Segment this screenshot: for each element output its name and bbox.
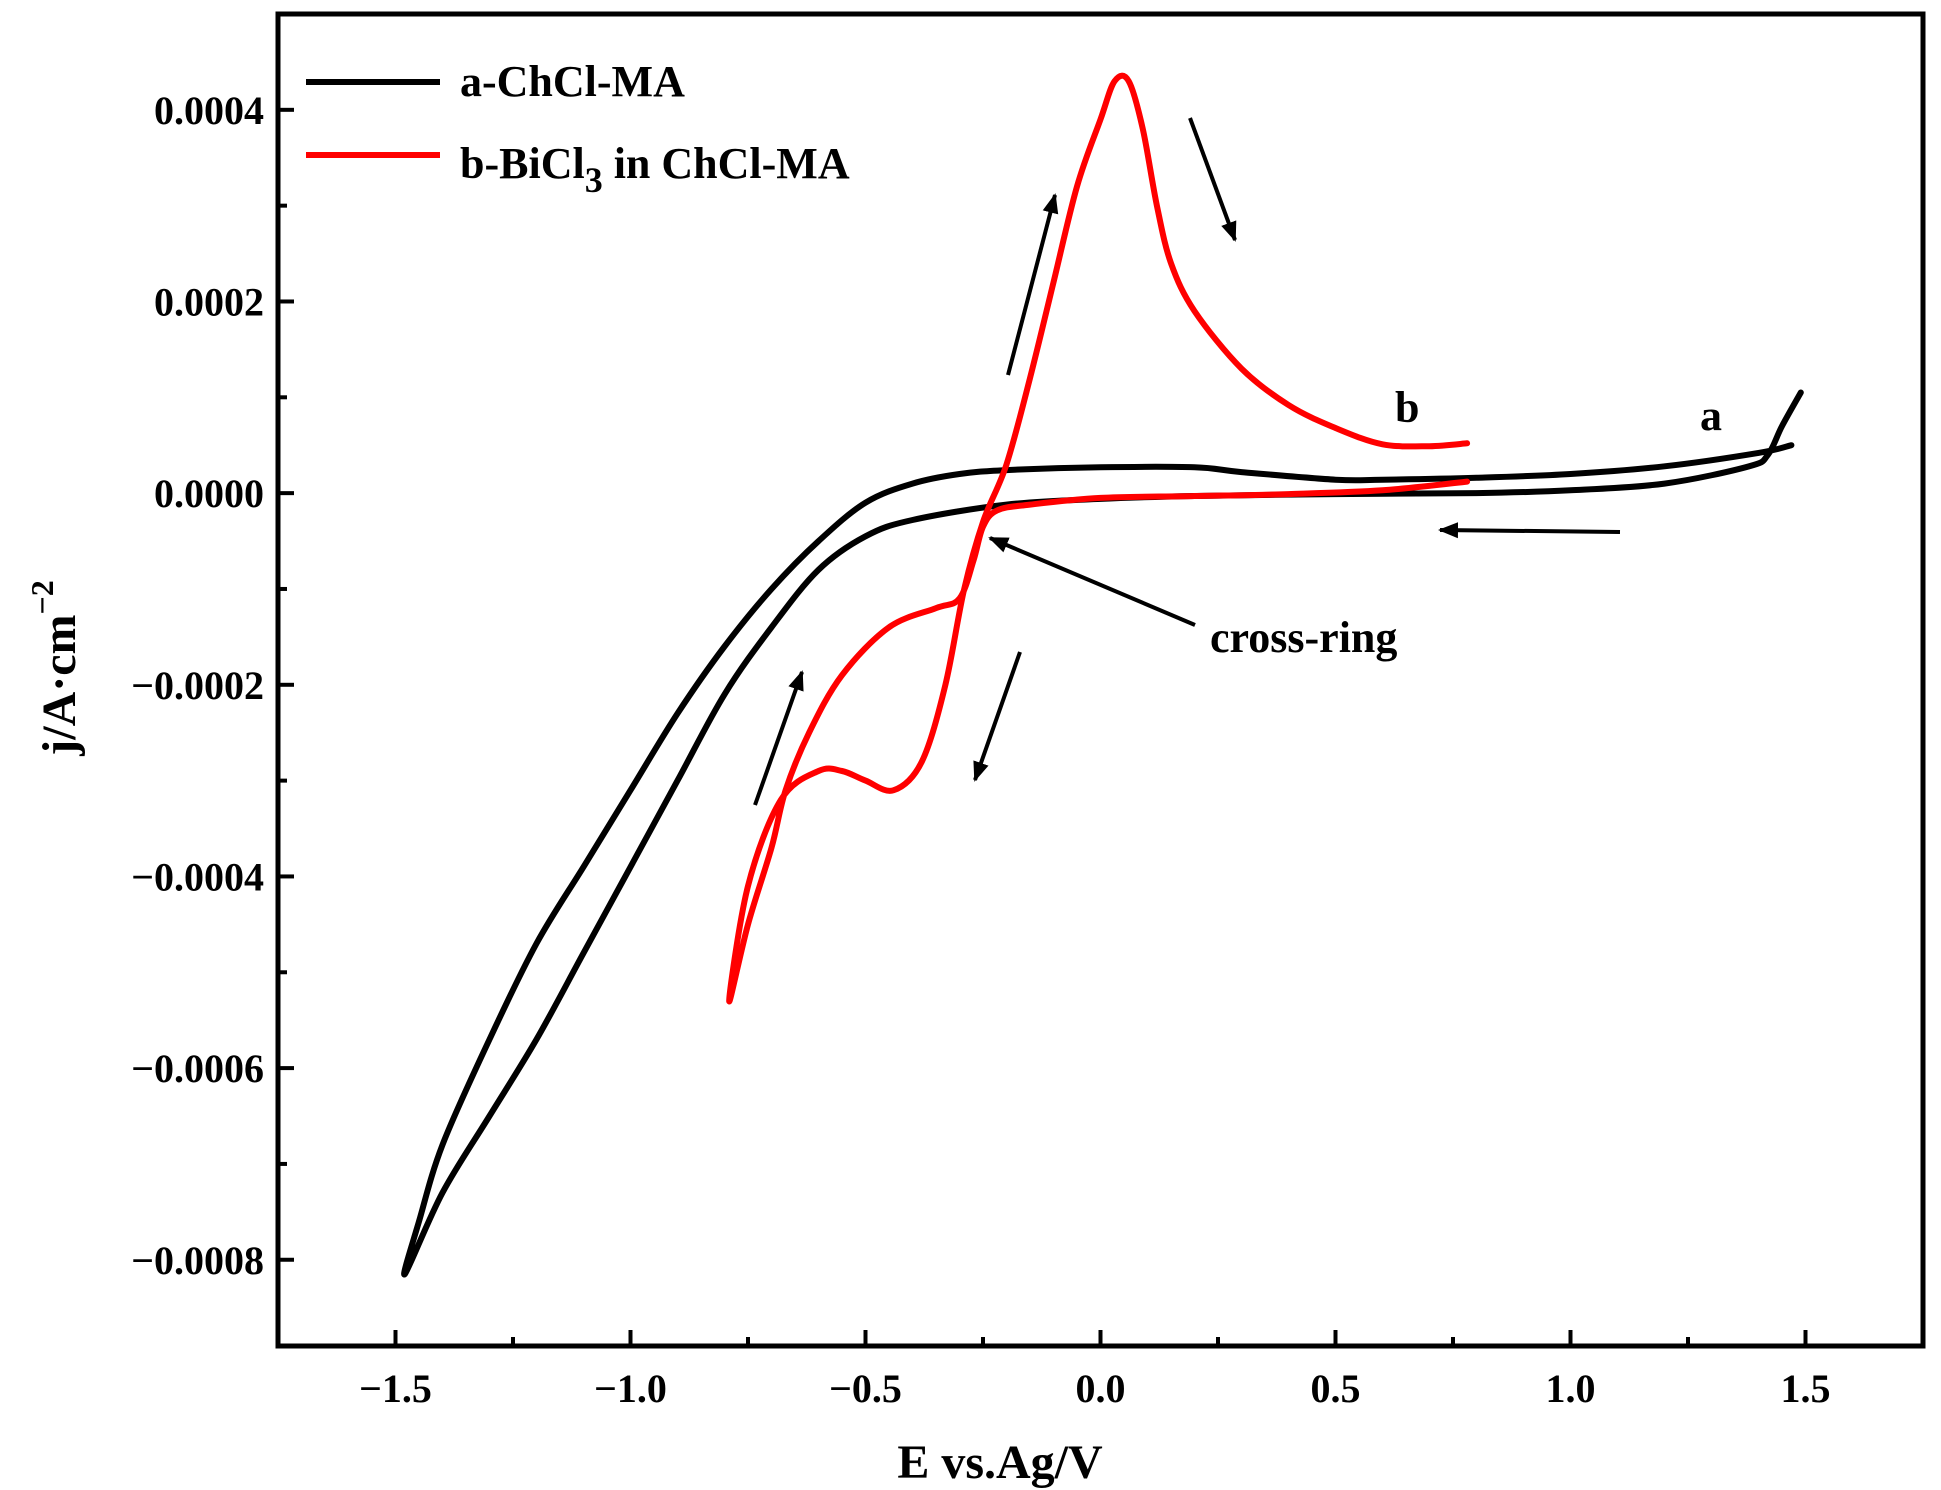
- x-tick-label: −0.5: [829, 1366, 902, 1411]
- y-tick-label: −0.0002: [131, 663, 264, 708]
- x-tick-label: 0.5: [1311, 1366, 1361, 1411]
- legend-label-b-rest: in ChCl-MA: [603, 139, 850, 188]
- x-axis-title: E vs.Ag/V: [897, 1436, 1103, 1489]
- arrow-icon: [1188, 117, 1237, 242]
- x-tick-label: 1.0: [1546, 1366, 1596, 1411]
- legend-label-b-main: b-BiCl: [460, 139, 585, 188]
- legend-label-b-sub: 3: [585, 160, 603, 200]
- y-tick-label: −0.0006: [131, 1046, 264, 1091]
- arrow-icon: [1438, 522, 1621, 539]
- series-line-b: [726, 72, 1471, 1005]
- y-tick-label: 0.0000: [154, 471, 264, 516]
- cross-ring-pointer-icon: [988, 536, 1196, 627]
- axis-ticks: −1.5 −1.0 −0.5 0.0 0.5 1.0 1.5 0.0004 0.0002 0.00…: [131, 88, 1830, 1411]
- x-tick-label: 1.5: [1781, 1366, 1831, 1411]
- legend: a-ChCl-MA b-BiCl3 in ChCl-MA: [306, 57, 850, 200]
- y-tick-label: 0.0002: [154, 279, 264, 324]
- y-axis-title: j/A·cm−2: [24, 580, 86, 757]
- x-tick-label: 0.0: [1076, 1366, 1126, 1411]
- y-axis-title-main: j/A·cm: [33, 614, 86, 756]
- y-tick-label: −0.0004: [131, 854, 264, 899]
- cross-ring-label: cross-ring: [1210, 613, 1397, 662]
- legend-label-a: a-ChCl-MA: [460, 57, 685, 106]
- legend-label-b: b-BiCl3 in ChCl-MA: [460, 139, 850, 200]
- y-axis-title-sup: −2: [24, 580, 60, 614]
- arrow-icon: [753, 670, 804, 806]
- y-tick-label: −0.0008: [131, 1238, 264, 1283]
- curve-a-label: a: [1700, 391, 1722, 440]
- scan-direction-arrows: [753, 117, 1621, 806]
- y-tick-label: 0.0004: [154, 88, 264, 133]
- x-tick-label: −1.0: [594, 1366, 667, 1411]
- arrow-icon: [1006, 193, 1059, 376]
- data-series: [401, 72, 1804, 1278]
- x-tick-label: −1.5: [359, 1366, 432, 1411]
- curve-b-label: b: [1395, 383, 1419, 432]
- arrow-icon: [973, 651, 1022, 782]
